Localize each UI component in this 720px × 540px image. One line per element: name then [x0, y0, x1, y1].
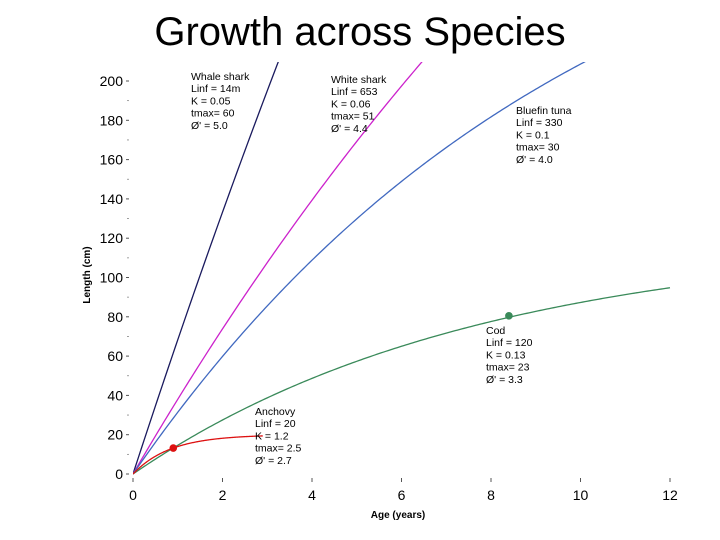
- annotation-line: Ø' = 4.4: [331, 123, 368, 135]
- annotation-line: Ø' = 2.7: [255, 455, 292, 467]
- series-line-cod: [133, 287, 671, 475]
- annotation-line: Ø' = 3.3: [486, 374, 523, 386]
- y-tick-label: 20: [107, 427, 123, 443]
- annotation-line: tmax= 51: [331, 111, 375, 123]
- x-tick-label: 4: [308, 487, 316, 503]
- annotation-line: tmax= 23: [486, 362, 530, 374]
- y-tick-label: 200: [100, 73, 124, 89]
- annotation-line: White shark: [331, 74, 387, 86]
- annotation-line: Linf = 120: [486, 337, 533, 349]
- y-tick-label: 40: [107, 387, 123, 403]
- annotation-line: K = 0.1: [516, 129, 550, 141]
- x-tick-label: 8: [487, 487, 495, 503]
- chart-title: Growth across Species: [154, 10, 566, 54]
- series-line-white-shark: [133, 62, 423, 475]
- marker-cod: [505, 312, 513, 320]
- x-tick-label: 12: [662, 487, 678, 503]
- annotation-line: Whale shark: [191, 71, 250, 83]
- growth-curves: [133, 62, 671, 475]
- y-tick-label: 120: [100, 230, 124, 246]
- annotation-line: Anchovy: [255, 406, 296, 418]
- y-tick-label: 100: [100, 270, 124, 286]
- y-axis-title: Length (cm): [82, 246, 93, 303]
- x-tick-label: 6: [398, 487, 406, 503]
- annotation-line: tmax= 60: [191, 108, 235, 120]
- y-tick-label: 0: [115, 466, 123, 482]
- annotation-line: Linf = 14m: [191, 83, 241, 95]
- series-line-bluefin-tuna: [133, 62, 586, 475]
- annotation-line: K = 0.06: [331, 98, 371, 110]
- annotation-line: Cod: [486, 325, 505, 337]
- annotation-line: Linf = 330: [516, 117, 563, 129]
- y-tick-label: 180: [100, 112, 124, 128]
- x-axis-title: Age (years): [371, 510, 425, 521]
- annotation-line: tmax= 30: [516, 142, 560, 154]
- y-tick-label: 80: [107, 309, 123, 325]
- y-tick-label: 140: [100, 191, 124, 207]
- y-tick-label: 60: [107, 348, 123, 364]
- annotation-line: K = 0.05: [191, 95, 231, 107]
- x-tick-label: 0: [129, 487, 137, 503]
- annotation-line: Linf = 20: [255, 418, 296, 430]
- y-tick-label: 160: [100, 152, 124, 168]
- x-tick-label: 2: [219, 487, 227, 503]
- series-line-anchovy: [133, 435, 263, 475]
- series-line-whale-shark: [133, 62, 279, 475]
- annotation-line: Linf = 653: [331, 86, 378, 98]
- annotation-line: K = 0.13: [486, 349, 526, 361]
- x-tick-label: 10: [573, 487, 589, 503]
- annotation-line: Ø' = 4.0: [516, 154, 553, 166]
- annotation-line: Bluefin tuna: [516, 105, 572, 117]
- annotation-line: K = 1.2: [255, 430, 289, 442]
- annotation-line: Ø' = 5.0: [191, 120, 228, 132]
- annotation-line: tmax= 2.5: [255, 443, 302, 455]
- marker-anchovy: [169, 444, 178, 452]
